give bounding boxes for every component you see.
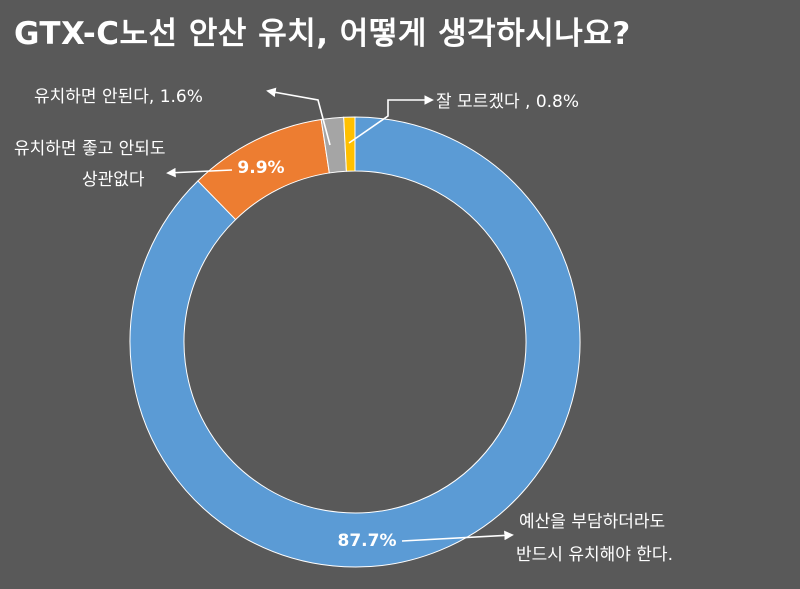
donut-slices: 87.7% 9.9% <box>129 116 581 568</box>
value-label-support: 87.7% <box>338 531 397 551</box>
slice-support <box>129 116 581 568</box>
chart-title: GTX-C노선 안산 유치, 어떻게 생각하시나요? <box>14 16 631 52</box>
callout-support-line2: 반드시 유치해야 한다. <box>516 545 673 565</box>
slice-unsure <box>343 116 356 172</box>
callout-unsure: 잘 모르겠다 , 0.8% <box>436 92 580 112</box>
value-label-indifferent: 9.9% <box>237 158 284 178</box>
leader-unsure <box>348 95 434 144</box>
callout-indifferent-line1: 유치하면 좋고 안되도 <box>14 139 166 159</box>
callout-indifferent-line2: 상관없다 <box>82 170 145 190</box>
leader-lines <box>166 87 514 542</box>
callout-support-line1: 예산을 부담하더라도 <box>519 512 666 532</box>
leader-indifferent <box>166 167 233 178</box>
leader-support <box>401 530 514 542</box>
callout-oppose: 유치하면 안된다, 1.6% <box>34 87 203 107</box>
leader-oppose <box>266 87 331 146</box>
